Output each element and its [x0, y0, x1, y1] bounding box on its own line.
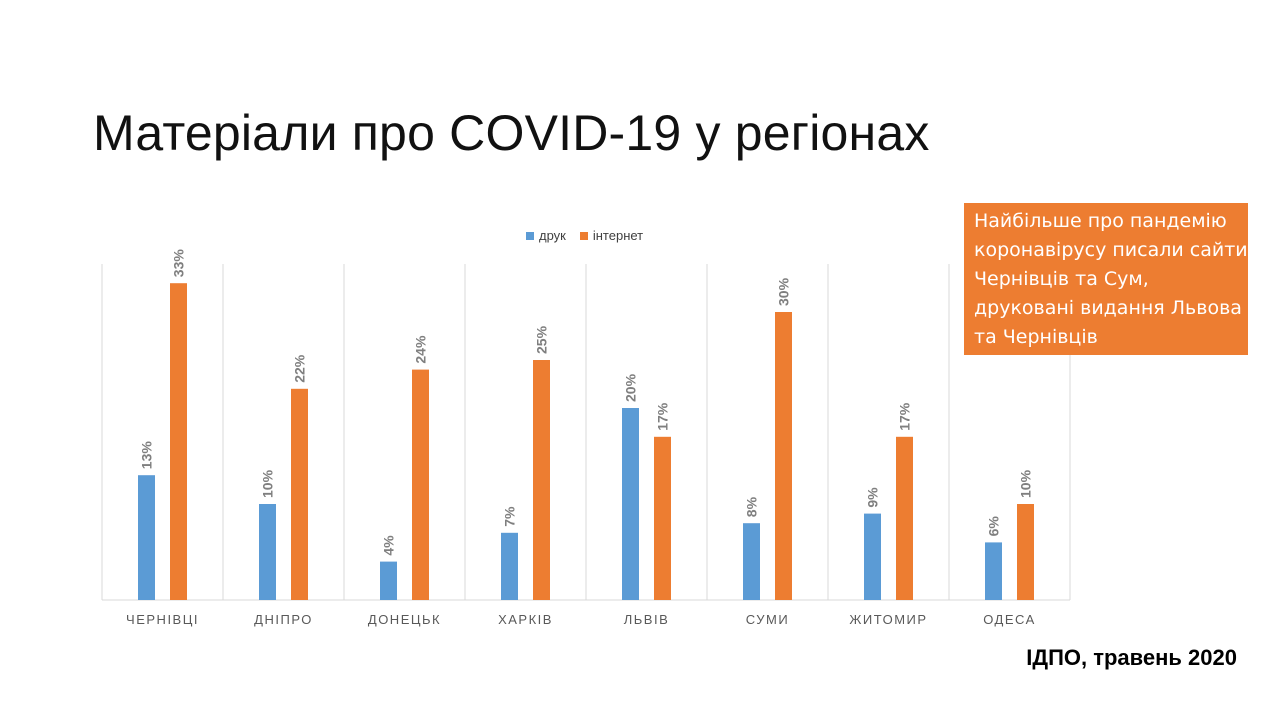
bar-print: [138, 475, 155, 600]
data-label: 17%: [897, 402, 913, 431]
bar-print: [743, 523, 760, 600]
data-label: 10%: [1018, 469, 1034, 498]
chart-grid: [101, 264, 1071, 601]
data-label: 17%: [655, 402, 671, 431]
data-label: 22%: [292, 354, 308, 383]
callout-box: Найбільше про пандемію коронавірусу писа…: [964, 203, 1248, 355]
data-label: 25%: [534, 325, 550, 354]
x-tick-label: ОДЕСА: [983, 612, 1036, 627]
bar-print: [259, 504, 276, 600]
data-label: 13%: [139, 441, 155, 470]
bar-internet: [533, 360, 550, 600]
chart-labels: ЧЕРНІВЦІ 13% 33% ДНІПРО 10% 22% ДОНЕЦЬК 4% 24% ХА…: [126, 249, 1036, 627]
data-label: 6%: [986, 516, 1002, 537]
bar-internet: [896, 436, 913, 600]
x-tick-label: ЧЕРНІВЦІ: [126, 612, 199, 627]
bar-internet: [412, 369, 429, 600]
x-tick-label: ЖИТОМИР: [849, 612, 927, 627]
chart-bars: [138, 283, 1034, 600]
page-title: Матеріали про COVID-19 у регіонах: [93, 105, 930, 161]
x-tick-label: ХАРКІВ: [498, 612, 553, 627]
legend-item-print: друк: [526, 228, 566, 243]
bar-internet: [291, 388, 308, 600]
bar-print: [501, 532, 518, 600]
chart-legend: друк інтернет: [526, 228, 643, 243]
legend-swatch-internet: [579, 231, 588, 240]
x-tick-label: СУМИ: [746, 612, 789, 627]
bar-internet: [775, 312, 792, 600]
bar-print: [622, 408, 639, 600]
legend-item-internet: інтернет: [579, 228, 644, 243]
data-label: 9%: [865, 487, 881, 508]
legend-swatch-print: [526, 231, 534, 240]
source-footer: ІДПО, травень 2020: [1026, 645, 1237, 670]
data-label: 10%: [260, 469, 276, 498]
bar-internet: [170, 283, 187, 600]
data-label: 8%: [744, 496, 760, 517]
x-tick-label: ЛЬВІВ: [624, 612, 670, 627]
bar-print: [864, 513, 881, 600]
bar-print: [380, 561, 397, 600]
legend-label-print: друк: [539, 228, 566, 243]
x-tick-label: ДНІПРО: [254, 612, 313, 627]
data-label: 20%: [623, 373, 639, 402]
x-tick-label: ДОНЕЦЬК: [368, 612, 441, 627]
data-label: 30%: [776, 277, 792, 306]
data-label: 33%: [171, 249, 187, 278]
data-label: 7%: [502, 506, 518, 527]
bar-print: [985, 542, 1002, 600]
bar-internet: [654, 436, 671, 600]
legend-label-internet: інтернет: [592, 228, 644, 243]
data-label: 4%: [381, 535, 397, 556]
bar-internet: [1017, 504, 1034, 600]
data-label: 24%: [413, 335, 429, 364]
